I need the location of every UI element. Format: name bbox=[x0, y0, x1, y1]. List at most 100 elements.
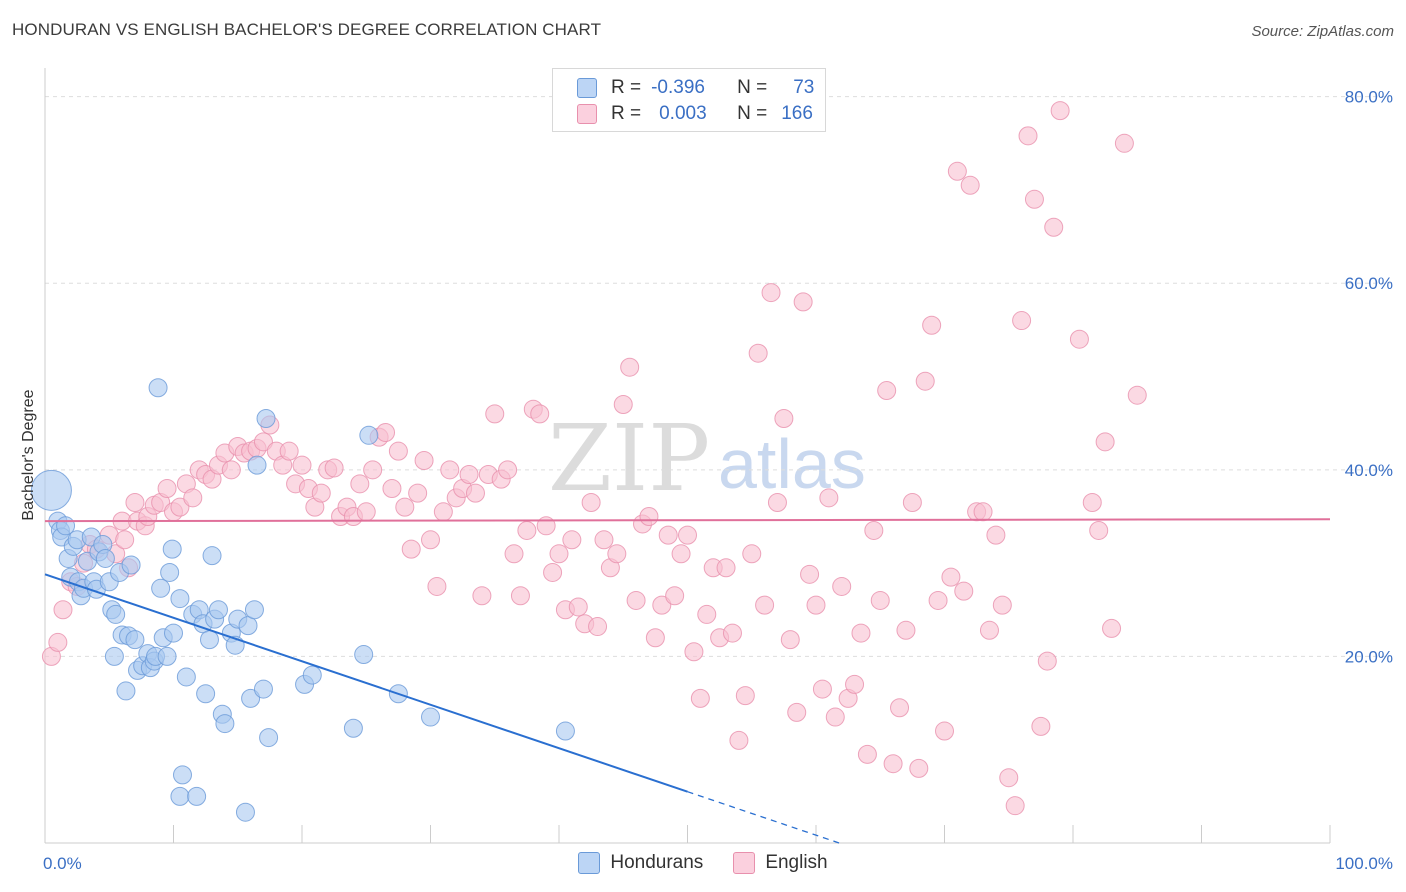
english-point bbox=[427, 576, 447, 596]
source-label: Source: ZipAtlas.com bbox=[1251, 23, 1394, 40]
honduran-point bbox=[302, 665, 322, 685]
watermark: ZIP atlas bbox=[548, 405, 866, 512]
honduran-point bbox=[104, 646, 124, 666]
english-point bbox=[253, 432, 273, 452]
legend-label: English bbox=[765, 852, 828, 873]
english-point bbox=[376, 423, 396, 443]
english-point bbox=[748, 343, 768, 363]
legend-row-english: R = 0.003 N = 166 bbox=[577, 102, 813, 126]
honduran-point bbox=[148, 378, 168, 398]
english-point bbox=[928, 590, 948, 610]
english-swatch bbox=[577, 104, 597, 124]
english-point bbox=[414, 451, 434, 470]
english-point bbox=[716, 558, 736, 578]
english-point bbox=[440, 460, 460, 480]
english-point bbox=[543, 562, 563, 582]
english-point bbox=[408, 483, 428, 503]
english-point bbox=[947, 161, 967, 181]
english-point bbox=[48, 632, 68, 652]
r-label: R = bbox=[611, 77, 642, 98]
honduran-point bbox=[172, 765, 192, 785]
honduran-point bbox=[253, 679, 273, 699]
r-value: -0.396 bbox=[651, 77, 705, 98]
english-point bbox=[581, 492, 601, 512]
english-point bbox=[812, 679, 832, 699]
legend-row-hondurans: R = -0.396 N = 73 bbox=[577, 76, 814, 100]
english-trend-line bbox=[44, 518, 1331, 523]
chart-title: HONDURAN VS ENGLISH BACHELOR'S DEGREE CO… bbox=[12, 20, 602, 39]
english-point bbox=[941, 567, 961, 587]
english-point bbox=[279, 441, 299, 461]
english-point bbox=[433, 502, 453, 522]
english-point bbox=[973, 502, 993, 522]
honduran-point bbox=[151, 578, 171, 598]
honduran-point bbox=[170, 589, 190, 609]
english-point bbox=[1037, 651, 1057, 671]
english-point bbox=[350, 474, 370, 494]
english-point bbox=[115, 530, 135, 550]
honduran-point bbox=[125, 630, 145, 650]
english-point bbox=[883, 754, 903, 774]
y-axis-label: Bachelor's Degree bbox=[20, 389, 37, 520]
english-point bbox=[857, 744, 877, 764]
english-point bbox=[530, 404, 550, 424]
watermark-atlas: atlas bbox=[718, 425, 866, 503]
honduran-point bbox=[116, 681, 136, 701]
english-point bbox=[504, 544, 524, 564]
english-point bbox=[356, 502, 376, 522]
x-tick-label: 100.0% bbox=[1335, 854, 1393, 873]
english-point bbox=[922, 315, 942, 335]
honduran-point bbox=[106, 604, 126, 624]
english-point bbox=[658, 525, 678, 545]
n-value: 73 bbox=[793, 77, 815, 98]
honduran-point bbox=[170, 786, 190, 806]
honduran-point bbox=[238, 616, 258, 636]
english-point bbox=[472, 586, 492, 606]
r-label: R = bbox=[611, 103, 642, 124]
honduran-trend-extension bbox=[687, 791, 842, 845]
english-point bbox=[517, 520, 537, 540]
honduran-point bbox=[235, 802, 255, 822]
honduran-point bbox=[95, 548, 115, 568]
honduran-trend-line bbox=[44, 573, 688, 793]
series-legend: Hondurans English bbox=[0, 852, 1406, 874]
english-point bbox=[755, 595, 775, 615]
honduran-point bbox=[30, 469, 72, 511]
english-point bbox=[819, 488, 839, 508]
data-points bbox=[30, 101, 1147, 822]
english-point bbox=[697, 604, 717, 624]
correlation-legend: R = -0.396 N = 73 R = 0.003 N = 166 bbox=[552, 68, 826, 132]
honduran-point bbox=[164, 623, 183, 643]
english-point bbox=[806, 595, 826, 615]
english-point bbox=[1089, 520, 1109, 540]
honduran-point bbox=[354, 645, 374, 665]
watermark-zip: ZIP bbox=[548, 405, 710, 512]
english-point bbox=[742, 544, 762, 564]
honduran-point bbox=[199, 630, 219, 650]
english-point bbox=[626, 590, 646, 610]
english-point bbox=[613, 395, 633, 415]
english-point bbox=[690, 688, 710, 708]
english-point bbox=[1018, 126, 1038, 146]
english-point bbox=[1127, 385, 1147, 405]
english-point bbox=[915, 371, 935, 391]
trend-lines bbox=[44, 518, 1331, 845]
legend-item-hondurans[interactable]: Hondurans bbox=[578, 852, 703, 874]
legend-item-english[interactable]: English bbox=[733, 852, 828, 874]
english-point bbox=[465, 483, 485, 503]
english-point bbox=[845, 674, 865, 694]
english-point bbox=[645, 628, 665, 648]
honduran-point bbox=[343, 718, 363, 738]
honduran-point bbox=[208, 600, 228, 620]
honduran-point bbox=[121, 555, 141, 575]
english-point bbox=[954, 581, 974, 601]
english-point bbox=[825, 707, 845, 727]
y-tick-label: 20.0% bbox=[1345, 647, 1393, 666]
english-point bbox=[729, 730, 749, 750]
english-point bbox=[125, 492, 145, 512]
english-point bbox=[562, 530, 582, 550]
english-point bbox=[1024, 189, 1044, 209]
english-point bbox=[639, 506, 659, 526]
english-point bbox=[498, 460, 518, 480]
n-label: N = bbox=[737, 103, 768, 124]
